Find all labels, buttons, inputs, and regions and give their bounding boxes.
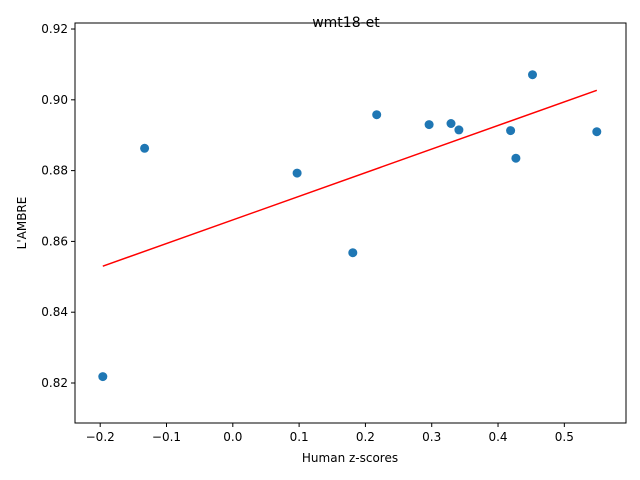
data-point-8 <box>454 125 464 135</box>
data-point-3 <box>292 168 302 178</box>
data-point-12 <box>592 127 602 137</box>
data-point-2 <box>140 143 150 153</box>
x-axis-ticks: −0.2 −0.1 0.0 0.1 0.2 0.3 0.4 0.5 <box>86 423 574 444</box>
x-axis-label: Human z-scores <box>302 451 398 465</box>
data-point-10 <box>511 153 521 163</box>
x-tick-label: 0.4 <box>488 430 507 444</box>
data-point-4 <box>348 248 358 258</box>
x-tick-label: 0.3 <box>422 430 441 444</box>
y-tick-label: 0.88 <box>41 164 68 178</box>
x-tick-label: 0.1 <box>290 430 309 444</box>
x-tick-label: 0.5 <box>555 430 574 444</box>
data-point-6 <box>424 120 434 130</box>
y-axis-ticks: 0.82 0.84 0.86 0.88 0.90 0.92 <box>41 22 75 390</box>
data-point-5 <box>372 110 382 120</box>
x-tick-label: 0.0 <box>223 430 242 444</box>
data-point-11 <box>528 70 537 80</box>
x-tick-label: −0.2 <box>86 430 115 444</box>
x-tick-label: −0.1 <box>152 430 181 444</box>
axes-frame <box>74 22 627 424</box>
y-tick-label: 0.82 <box>41 376 68 390</box>
data-point-1 <box>98 372 108 382</box>
data-point-7 <box>446 119 456 128</box>
regression-line <box>102 89 598 267</box>
y-tick-label: 0.86 <box>41 234 68 248</box>
y-axis-label: L'AMBRE <box>15 197 29 250</box>
y-tick-label: 0.90 <box>41 93 68 107</box>
data-point-9 <box>506 126 516 136</box>
y-tick-label: 0.84 <box>41 305 68 319</box>
y-tick-label: 0.92 <box>41 22 68 36</box>
plot-area <box>98 70 602 382</box>
x-tick-label: 0.2 <box>356 430 375 444</box>
